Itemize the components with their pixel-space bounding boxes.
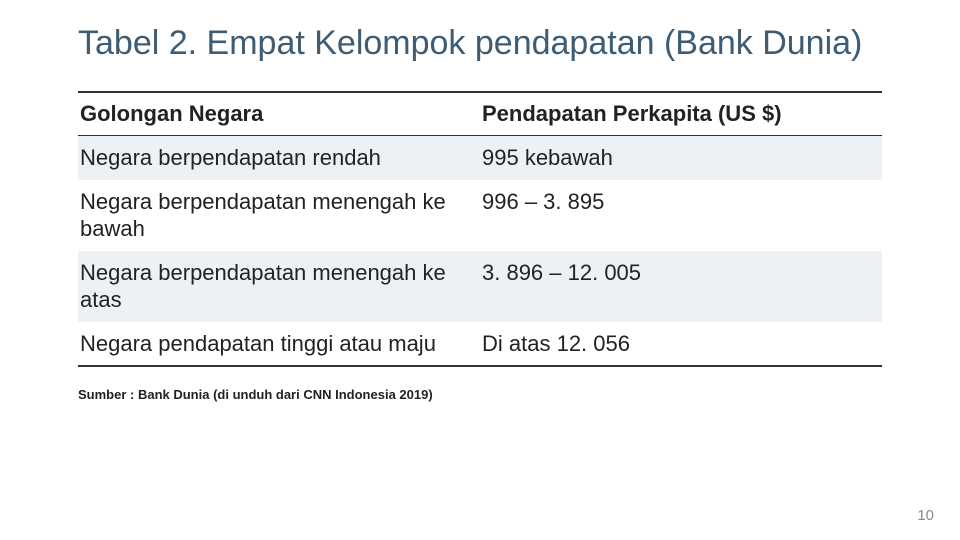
table-cell: 995 kebawah (480, 136, 882, 180)
page-number: 10 (917, 507, 934, 524)
table-row: Negara pendapatan tinggi atau maju Di at… (78, 322, 882, 367)
table-cell: Negara berpendapatan menengah ke atas (78, 251, 480, 322)
table-cell: 3. 896 – 12. 005 (480, 251, 882, 322)
income-table: Golongan Negara Pendapatan Perkapita (US… (78, 91, 882, 367)
table-row: Negara berpendapatan menengah ke bawah 9… (78, 180, 882, 251)
slide: Tabel 2. Empat Kelompok pendapatan (Bank… (0, 0, 960, 540)
table-cell: Negara pendapatan tinggi atau maju (78, 322, 480, 367)
table-cell: Di atas 12. 056 (480, 322, 882, 367)
table-header-cell: Golongan Negara (78, 92, 480, 136)
table-cell: Negara berpendapatan menengah ke bawah (78, 180, 480, 251)
table-cell: 996 – 3. 895 (480, 180, 882, 251)
table-header-cell: Pendapatan Perkapita (US $) (480, 92, 882, 136)
table-row: Negara berpendapatan rendah 995 kebawah (78, 136, 882, 180)
table-row: Negara berpendapatan menengah ke atas 3.… (78, 251, 882, 322)
source-note: Sumber : Bank Dunia (di unduh dari CNN I… (78, 387, 882, 402)
table-header-row: Golongan Negara Pendapatan Perkapita (US… (78, 92, 882, 136)
table-cell: Negara berpendapatan rendah (78, 136, 480, 180)
slide-title: Tabel 2. Empat Kelompok pendapatan (Bank… (78, 24, 882, 63)
